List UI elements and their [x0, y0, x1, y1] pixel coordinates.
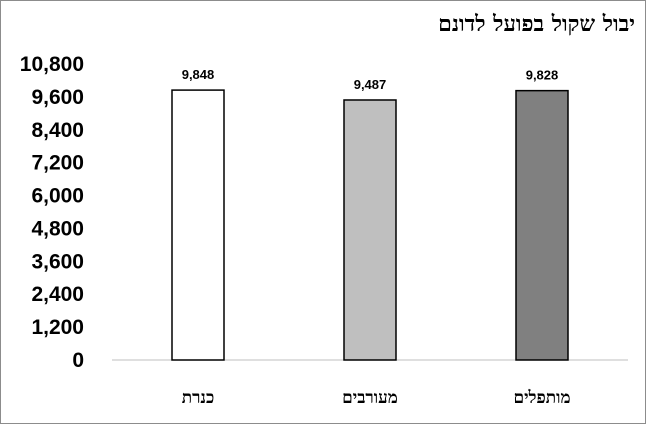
data-label: 9,828 — [526, 68, 559, 83]
y-tick-label: 9,600 — [31, 86, 84, 109]
y-tick-label: 1,200 — [31, 316, 84, 339]
bar — [343, 99, 397, 361]
category-label: מותפלים — [513, 388, 570, 408]
y-tick-label: 6,000 — [31, 185, 84, 208]
y-tick-label: 8,400 — [31, 119, 84, 142]
y-tick-label: 2,400 — [31, 283, 84, 306]
y-tick-label: 7,200 — [31, 152, 84, 175]
bar — [515, 89, 569, 361]
chart-title: יבול שקול בפועל לדונם — [438, 11, 635, 37]
category-label: מעורבים — [342, 388, 398, 408]
y-tick-label: 0 — [72, 349, 84, 372]
bar — [171, 89, 225, 361]
y-tick-label: 10,800 — [20, 53, 84, 76]
category-label: כנרת — [182, 388, 215, 408]
data-label: 9,848 — [182, 67, 215, 82]
y-tick-label: 3,600 — [31, 250, 84, 273]
data-label: 9,487 — [354, 77, 387, 92]
y-tick-label: 4,800 — [31, 217, 84, 240]
